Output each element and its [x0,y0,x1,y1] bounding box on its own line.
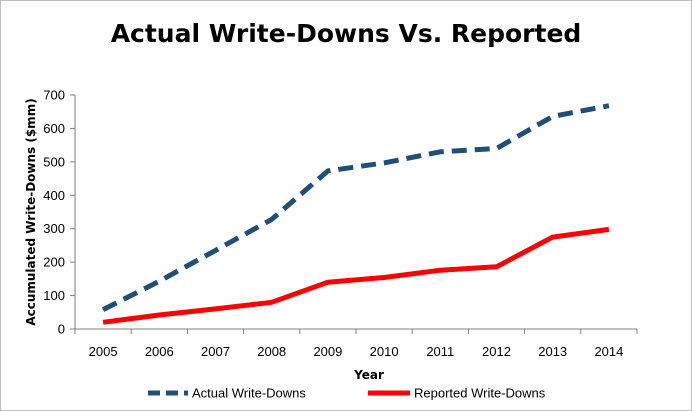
legend-reported-label: Reported Write-Downs [414,386,546,401]
chart-title: Actual Write-Downs Vs. Reported [110,19,582,48]
y-tick-label: 500 [43,154,65,169]
legend: Actual Write-Downs Reported Write-Downs [148,386,546,401]
chart-axes: 0 100 200 300 400 500 600 700 2005 2006 2007 2008 20… [24,88,638,382]
x-tick-label: 2010 [370,344,399,359]
x-tick-label: 2011 [426,344,454,359]
x-axis-title: Year [353,368,384,382]
reported-write-downs-line [102,226,610,325]
y-tick-label: 300 [43,221,65,236]
y-tick-label: 700 [43,88,65,103]
y-axis-title: Accumulated Write-Downs ($mm) [24,98,38,325]
y-tick-label: 100 [43,288,65,303]
y-tick-label: 400 [43,188,65,203]
x-tick-label: 2014 [594,344,623,359]
y-tick-label: 200 [43,255,65,270]
x-tick-label: 2013 [538,344,567,359]
x-tick-label: 2007 [201,344,230,359]
y-tick-label: 600 [43,121,65,136]
actual-write-downs-line [101,103,610,312]
legend-actual-label: Actual Write-Downs [192,386,306,401]
x-tick-label: 2012 [482,344,511,359]
series-layer [101,103,610,325]
x-tick-label: 2005 [89,344,118,359]
y-tick-label: 0 [58,322,65,337]
x-tick-label: 2006 [145,344,174,359]
x-tick-label: 2009 [313,344,342,359]
x-tick-label: 2008 [257,344,286,359]
